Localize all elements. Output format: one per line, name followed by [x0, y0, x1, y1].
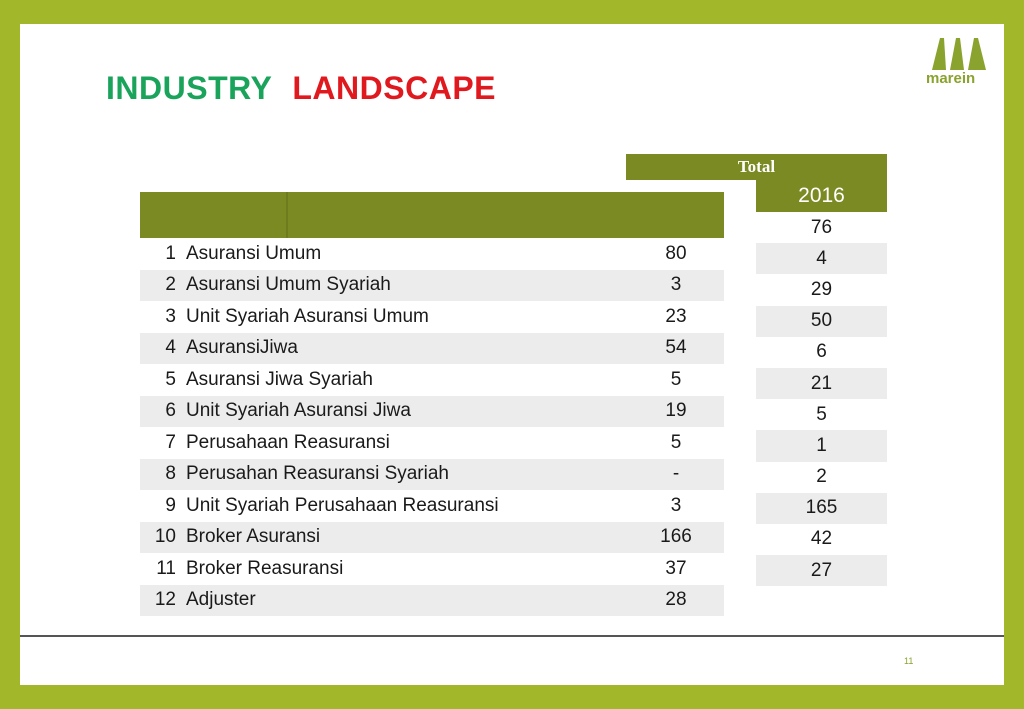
row-number: 12: [154, 589, 176, 611]
total-cell: 4: [756, 243, 887, 275]
row-value: 54: [665, 337, 687, 359]
row-value: 5: [670, 431, 682, 453]
year-header: 2016: [756, 180, 887, 212]
row-number: 2: [165, 274, 176, 296]
total-cell: 76: [810, 216, 833, 238]
main-table: 1 Asuransi Umum 80 2 Asuransi Umum Syariah 3 3…: [140, 238, 724, 616]
row-name: Unit Syariah Asuransi Umum: [186, 305, 429, 327]
header-divider: [286, 192, 288, 238]
row-name: Broker Reasuransi: [186, 557, 344, 579]
row-name: Perusahan Reasuransi Syariah: [186, 463, 449, 485]
row-value: 23: [665, 305, 687, 327]
table-row: 10 Broker Asuransi 166: [140, 521, 724, 553]
row-number: 1: [165, 242, 176, 264]
table-row: 6 Unit Syariah Asuransi Jiwa 19: [140, 395, 724, 427]
row-name: Broker Asuransi: [186, 526, 321, 548]
row-name: Unit Syariah Asuransi Jiwa: [186, 400, 411, 422]
table-row: 11 Broker Reasuransi 37: [140, 553, 724, 585]
row-name: Adjuster: [186, 589, 256, 611]
row-value: 80: [665, 242, 687, 264]
row-number: 11: [156, 557, 176, 579]
logo-text: marein: [926, 70, 976, 87]
main-table-header: [140, 192, 724, 238]
total-cell: 2: [816, 466, 827, 488]
page-number: 11: [904, 656, 914, 666]
row-value: 19: [665, 400, 687, 422]
row-value: 3: [670, 274, 682, 296]
row-number: 3: [165, 305, 176, 327]
total-header: Total: [626, 154, 887, 180]
row-name: Asuransi Umum: [186, 242, 322, 264]
footer-divider: [20, 635, 1004, 637]
total-cell: 1: [756, 430, 887, 462]
row-value: 28: [665, 589, 687, 611]
row-number: 10: [154, 526, 176, 548]
total-table: 76 4 29 50 6 21 5 1 2 165 42 27: [756, 212, 887, 587]
total-cell: 42: [810, 528, 833, 550]
row-name: AsuransiJiwa: [186, 337, 298, 359]
table-row: 8 Perusahan Reasuransi Syariah -: [140, 458, 724, 490]
row-value: -: [672, 463, 680, 485]
row-name: Asuransi Umum Syariah: [186, 274, 391, 296]
table-row: 9 Unit Syariah Perusahaan Reasuransi 3: [140, 490, 724, 522]
row-name: Unit Syariah Perusahaan Reasuransi: [186, 494, 499, 516]
table-row: 2 Asuransi Umum Syariah 3: [140, 269, 724, 301]
table-row: 1 Asuransi Umum 80: [140, 238, 724, 270]
total-cell: 5: [816, 403, 827, 425]
row-value: 3: [670, 494, 682, 516]
row-number: 6: [165, 400, 176, 422]
row-name: Perusahaan Reasuransi: [186, 431, 390, 453]
row-value: 166: [660, 526, 692, 548]
total-cell: 6: [816, 341, 827, 363]
row-value: 5: [670, 368, 682, 390]
table-row: 4 AsuransiJiwa 54: [140, 332, 724, 364]
row-number: 4: [165, 337, 176, 359]
title-word-industry: INDUSTRY: [106, 70, 273, 106]
row-number: 5: [165, 368, 176, 390]
row-value: 37: [665, 557, 687, 579]
total-cell: 29: [810, 278, 833, 300]
slide: INDUSTRY LANDSCAPE marein 1 Asuransi Umum 8…: [20, 24, 1004, 685]
row-number: 8: [165, 463, 176, 485]
table-row: 12 Adjuster 28: [140, 584, 724, 616]
table-row: 7 Perusahaan Reasuransi 5: [140, 427, 724, 459]
title-word-landscape: LANDSCAPE: [292, 70, 496, 106]
row-number: 9: [165, 494, 176, 516]
row-name: Asuransi Jiwa Syariah: [186, 368, 373, 390]
table-row: 5 Asuransi Jiwa Syariah 5: [140, 364, 724, 396]
total-cell: 27: [756, 555, 887, 587]
table-row: 3 Unit Syariah Asuransi Umum 23: [140, 301, 724, 333]
total-cell: 21: [756, 367, 887, 400]
page-title: INDUSTRY LANDSCAPE: [106, 70, 496, 107]
total-cell: 50: [756, 305, 887, 337]
row-number: 7: [165, 431, 176, 453]
total-cell: 165: [756, 492, 887, 524]
marein-logo-icon: [932, 38, 986, 70]
